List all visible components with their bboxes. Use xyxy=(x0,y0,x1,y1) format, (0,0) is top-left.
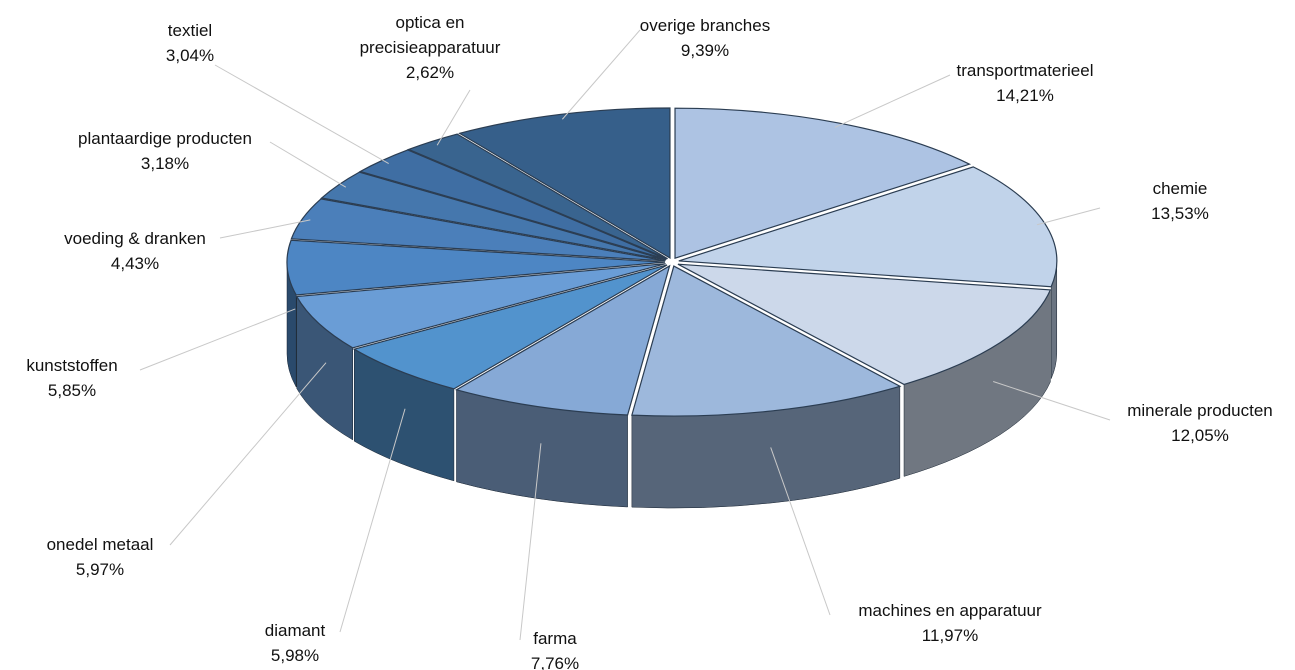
data-label: farma 7,76% xyxy=(531,626,579,670)
data-label: kunststoffen 5,85% xyxy=(26,353,117,403)
category-label: plantaardige producten xyxy=(78,129,252,148)
data-label: plantaardige producten 3,18% xyxy=(78,126,252,176)
category-label: transportmaterieel xyxy=(956,61,1094,80)
category-label: voeding & dranken xyxy=(64,229,206,248)
category-label: kunststoffen xyxy=(26,356,118,375)
category-label: onedel metaal xyxy=(46,535,154,554)
slice xyxy=(454,264,671,416)
category-label: textiel xyxy=(167,21,213,40)
value-label: 5,85% xyxy=(47,381,97,400)
value-label: 7,76% xyxy=(530,654,580,670)
value-label: 13,53% xyxy=(1151,204,1209,223)
leader-line xyxy=(436,89,471,146)
value-label: 11,97% xyxy=(921,626,979,645)
value-label: 5,97% xyxy=(75,560,125,579)
data-label: diamant 5,98% xyxy=(265,618,325,668)
leader-line xyxy=(339,408,406,633)
data-label: optica en precisieapparatuur 2,62% xyxy=(345,10,515,85)
data-label: onedel metaal 5,97% xyxy=(47,532,154,582)
category-label: minerale producten xyxy=(1127,401,1273,420)
category-label: chemie xyxy=(1152,179,1208,198)
leader-line xyxy=(214,64,389,164)
data-label: minerale producten 12,05% xyxy=(1127,398,1273,448)
category-label: machines en apparatuur xyxy=(858,601,1042,620)
slice xyxy=(286,239,666,296)
leader-line xyxy=(834,74,951,128)
leader-line xyxy=(219,219,311,239)
value-label: 2,62% xyxy=(405,63,455,82)
value-label: 3,04% xyxy=(165,46,215,65)
value-label: 12,05% xyxy=(1171,426,1229,445)
slice xyxy=(320,171,667,261)
category-label: farma xyxy=(533,629,577,648)
data-label: chemie 13,53% xyxy=(1151,176,1209,226)
category-label: overige branches xyxy=(639,16,771,35)
value-label: 5,98% xyxy=(270,646,320,665)
slice xyxy=(458,107,671,260)
slice xyxy=(678,166,1058,288)
value-label: 3,18% xyxy=(140,154,190,173)
leader-line xyxy=(1036,207,1101,226)
value-label: 14,21% xyxy=(996,86,1054,105)
value-label: 4,43% xyxy=(110,254,160,273)
slice xyxy=(290,198,666,262)
leader-line xyxy=(561,29,641,120)
leader-line xyxy=(519,443,542,641)
slice xyxy=(631,265,902,417)
data-label: machines en apparatuur 11,97% xyxy=(858,598,1041,648)
slice xyxy=(407,133,668,260)
category-label: optica en precisieapparatuur xyxy=(359,13,501,57)
slice xyxy=(677,263,1052,386)
leader-line xyxy=(269,141,347,188)
leader-line xyxy=(993,381,1111,421)
leader-line xyxy=(169,362,327,546)
slice xyxy=(352,264,668,390)
value-label: 9,39% xyxy=(680,41,730,60)
category-label: diamant xyxy=(264,621,326,640)
leader-line xyxy=(139,308,296,371)
data-label: voeding & dranken 4,43% xyxy=(64,226,206,276)
leader-line xyxy=(770,447,831,616)
data-label: transportmaterieel 14,21% xyxy=(956,58,1093,108)
slice xyxy=(295,263,666,349)
data-label: overige branches 9,39% xyxy=(640,13,770,63)
slice xyxy=(674,107,972,260)
data-label: textiel 3,04% xyxy=(166,18,214,68)
